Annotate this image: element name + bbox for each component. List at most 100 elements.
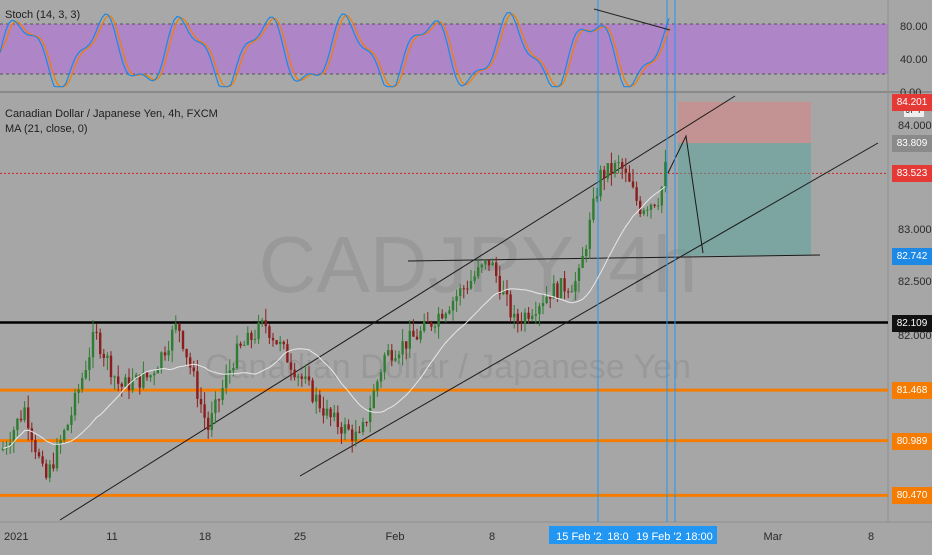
stoch-axis-label: 80.00 (900, 21, 928, 33)
price-axis-label: 83.000 (898, 224, 932, 236)
candle-body (541, 303, 545, 307)
candle-body (59, 440, 62, 445)
candle-body (570, 291, 573, 293)
price-tag: 83.523 (892, 165, 932, 183)
candle-body (466, 288, 469, 290)
stop-loss-zone (678, 101, 811, 144)
candle-body (315, 394, 318, 402)
candle-body (592, 198, 595, 220)
price-tag: 82.109 (892, 314, 932, 332)
candle-body (635, 187, 638, 201)
candle-body (95, 331, 98, 333)
candle-body (235, 343, 239, 368)
candle-body (217, 399, 221, 401)
candle-body (617, 162, 620, 164)
candle-body (243, 344, 246, 346)
ma-legend[interactable]: MA (21, close, 0) (5, 123, 88, 135)
candle-body (156, 368, 159, 374)
neckline (407, 254, 821, 262)
price-axis-label: 82.000 (898, 330, 932, 342)
candle-body (135, 374, 138, 380)
candle-body (520, 322, 523, 324)
candle-body (354, 431, 357, 441)
stoch-k-line (0, 11, 670, 88)
candle-body (318, 394, 321, 409)
candle-body (444, 313, 447, 319)
candle-body (174, 323, 177, 330)
candle-body (214, 399, 217, 414)
take-profit-zone (678, 143, 811, 256)
candle-body (394, 358, 397, 361)
candle-body (41, 456, 44, 464)
candle-body (415, 336, 419, 340)
candle-body (1, 448, 5, 451)
candle-body (462, 288, 465, 290)
stoch-divergence-line (593, 8, 671, 31)
candle-body (567, 291, 570, 293)
candles-group (1, 149, 667, 483)
candle-body (279, 341, 282, 345)
candle-body (379, 372, 383, 382)
candle-body (505, 290, 509, 295)
time-axis-label: Feb (386, 531, 405, 543)
candle-body (531, 315, 534, 319)
candle-body (261, 320, 264, 323)
candle-body (178, 323, 181, 332)
candle-body (559, 278, 563, 299)
candle-body (336, 412, 339, 428)
candle-body (405, 341, 408, 349)
candle-body (120, 383, 123, 387)
time-axis-label: 18:00 (607, 531, 635, 543)
candle-body (365, 421, 368, 423)
candle-body (232, 367, 235, 371)
candle-body (621, 162, 624, 169)
candle-body (574, 281, 577, 292)
candle-body (246, 332, 249, 345)
candle-body (153, 373, 156, 376)
candle-body (340, 427, 343, 434)
time-axis-label: 18 (199, 531, 211, 543)
candle-body (307, 376, 311, 381)
candle-body (189, 357, 192, 368)
candle-body (149, 375, 152, 378)
candle-body (91, 331, 95, 358)
candle-body (207, 417, 210, 431)
candle-body (610, 163, 613, 174)
candle-body (502, 290, 505, 295)
candle-body (163, 352, 167, 356)
candle-body (106, 355, 109, 358)
candle-body (160, 352, 163, 369)
candle-body (419, 330, 422, 340)
candle-body (527, 312, 530, 319)
candle-body (545, 296, 548, 304)
candle-body (282, 341, 285, 345)
candle-body (585, 248, 588, 257)
time-axis-label: Mar (764, 531, 783, 543)
candle-body (325, 408, 329, 416)
candle-body (124, 377, 127, 387)
candle-body (603, 169, 606, 179)
candle-body (289, 362, 293, 370)
candle-body (660, 187, 663, 206)
candle-body (192, 367, 195, 372)
stoch-legend[interactable]: Stoch (14, 3, 3) (5, 9, 81, 21)
candle-body (52, 464, 55, 469)
candle-body (286, 344, 289, 363)
candle-body (484, 260, 487, 265)
candle-body (451, 300, 455, 311)
main-legend-title[interactable]: Canadian Dollar / Japanese Yen, 4h, FXCM (5, 108, 218, 120)
candle-body (538, 306, 541, 315)
candle-body (599, 169, 602, 197)
candle-body (649, 204, 653, 210)
candle-body (210, 413, 213, 431)
candle-body (63, 430, 66, 441)
price-tag: 80.470 (892, 487, 932, 505)
candle-body (239, 343, 242, 346)
candle-body (469, 280, 473, 289)
time-axis-highlight (549, 526, 615, 544)
candle-body (498, 275, 501, 295)
time-axis-label: 25 (294, 531, 306, 543)
candle-body (333, 412, 336, 418)
